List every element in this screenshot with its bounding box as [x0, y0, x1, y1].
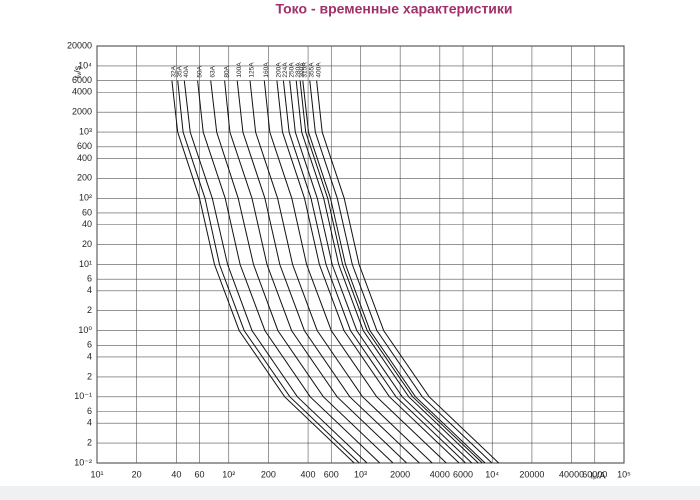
footer-strip [0, 486, 700, 500]
curve [289, 80, 473, 464]
chart-title: Токо - временные характеристики [275, 1, 512, 17]
x-tick-label: 600 [324, 469, 339, 479]
curve [309, 80, 493, 464]
x-tick-label: 10⁵ [617, 469, 631, 479]
series-label: 200A [276, 62, 283, 78]
series-label: 250A [288, 62, 295, 78]
y-tick-label: 6 [87, 340, 92, 350]
curve [263, 80, 447, 464]
y-tick-label: 10⁰ [78, 325, 92, 335]
y-tick-label: 600 [77, 141, 92, 151]
y-tick-label: 2000 [72, 107, 92, 117]
curve [171, 80, 355, 464]
y-tick-label: 2 [87, 371, 92, 381]
curve [276, 80, 460, 464]
series-label: 280A [295, 62, 302, 78]
x-tick-label: 40 [171, 469, 181, 479]
x-tick-label: 400 [301, 469, 316, 479]
y-tick-label: 10⁴ [78, 60, 92, 70]
x-tick-label: 20000 [519, 469, 544, 479]
curve [316, 80, 500, 464]
series-label: 355A [308, 62, 315, 78]
y-tick-label: 4000 [72, 87, 92, 97]
curve [177, 80, 360, 464]
series-label: 80A [223, 65, 230, 77]
series-label: 315A [302, 62, 309, 78]
x-tick-label: 4000 [430, 469, 450, 479]
y-tick-label: 20000 [67, 40, 92, 50]
series-label: 300A [299, 62, 306, 78]
y-tick-label: 2 [87, 305, 92, 315]
y-tick-label: 400 [77, 153, 92, 163]
series-label: 160A [263, 62, 270, 78]
curve [210, 80, 394, 464]
y-tick-label: 10² [79, 193, 92, 203]
y-tick-label: 6000 [72, 75, 92, 85]
curve [197, 80, 381, 464]
series-label: 125A [249, 62, 256, 78]
y-tick-label: 4 [87, 351, 92, 361]
y-tick-label: 200 [77, 173, 92, 183]
curve [282, 80, 466, 464]
curve [224, 80, 407, 464]
y-tick-label: 6 [87, 274, 92, 284]
y-tick-label: 10⁻¹ [74, 391, 92, 401]
curve [183, 80, 368, 464]
series-label: 224A [282, 62, 289, 78]
x-tick-label: 6000 [453, 469, 473, 479]
series-label: 100A [236, 62, 243, 78]
series-label: 35A [176, 65, 183, 77]
x-tick-label: 60 [195, 469, 205, 479]
y-tick-label: 20 [82, 239, 92, 249]
x-tick-label: 2000 [390, 469, 410, 479]
y-tick-label: 10⁻² [74, 457, 92, 467]
curve [302, 80, 486, 464]
y-tick-label: 10¹ [79, 259, 92, 269]
series-label: 32A [171, 65, 178, 77]
y-tick-label: 6 [87, 406, 92, 416]
y-axis-label: tᵥ/s [72, 65, 82, 78]
y-tick-label: 10³ [79, 126, 92, 136]
series-label: 50A [196, 65, 203, 77]
x-axis-label: Iₚ/A [591, 470, 606, 480]
y-tick-label: 4 [87, 285, 92, 295]
x-tick-label: 60000 [582, 469, 607, 479]
x-tick-label: 10⁴ [485, 469, 499, 479]
curve [295, 80, 479, 464]
curve [299, 80, 483, 464]
x-tick-label: 10¹ [90, 469, 103, 479]
curve [249, 80, 433, 464]
x-tick-label: 200 [261, 469, 276, 479]
x-tick-label: 10³ [354, 469, 367, 479]
y-tick-label: 60 [82, 207, 92, 217]
y-tick-label: 2 [87, 437, 92, 447]
y-tick-label: 40 [82, 219, 92, 229]
y-tick-label: 4 [87, 418, 92, 428]
series-label: 63A [209, 65, 216, 77]
series-label: 40A [183, 65, 190, 77]
x-tick-label: 40000 [559, 469, 584, 479]
x-tick-label: 20 [132, 469, 142, 479]
x-tick-label: 10² [222, 469, 235, 479]
curve [236, 80, 420, 464]
series-label: 400A [315, 62, 322, 78]
